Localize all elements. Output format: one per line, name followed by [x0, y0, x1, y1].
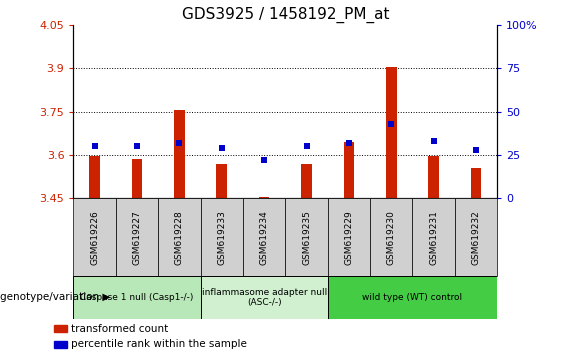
Text: Caspase 1 null (Casp1-/-): Caspase 1 null (Casp1-/-)	[80, 293, 194, 302]
Point	[175, 140, 184, 145]
Bar	[54, 341, 67, 348]
Bar	[73, 276, 201, 319]
Text: GSM619230: GSM619230	[387, 210, 396, 265]
Bar	[301, 164, 312, 198]
Point	[471, 147, 480, 153]
Title: GDS3925 / 1458192_PM_at: GDS3925 / 1458192_PM_at	[181, 7, 389, 23]
Bar	[174, 110, 185, 198]
Bar	[73, 198, 116, 276]
Text: GSM619226: GSM619226	[90, 210, 99, 264]
Bar	[201, 276, 328, 319]
Bar	[455, 198, 497, 276]
Text: GSM619229: GSM619229	[345, 210, 353, 264]
Bar	[216, 164, 227, 198]
Text: genotype/variation ▶: genotype/variation ▶	[0, 292, 110, 302]
Point	[344, 140, 354, 145]
Bar	[285, 198, 328, 276]
Point	[386, 121, 396, 126]
Point	[259, 157, 269, 163]
Bar	[201, 198, 243, 276]
Bar	[386, 67, 397, 198]
Bar	[328, 276, 497, 319]
Point	[132, 143, 141, 149]
Bar	[428, 156, 439, 198]
Bar	[344, 142, 354, 198]
Point	[90, 143, 99, 149]
Text: wild type (WT) control: wild type (WT) control	[362, 293, 463, 302]
Bar	[259, 197, 270, 198]
Bar	[412, 198, 455, 276]
Bar	[328, 198, 370, 276]
Bar	[158, 198, 201, 276]
Point	[217, 145, 226, 151]
Point	[429, 138, 438, 144]
Bar	[471, 168, 481, 198]
Bar	[132, 159, 142, 198]
Text: GSM619231: GSM619231	[429, 210, 438, 265]
Text: transformed count: transformed count	[71, 324, 169, 333]
Bar	[54, 325, 67, 332]
Text: GSM619232: GSM619232	[472, 210, 480, 264]
Text: GSM619228: GSM619228	[175, 210, 184, 264]
Bar	[370, 198, 412, 276]
Point	[302, 143, 311, 149]
Text: percentile rank within the sample: percentile rank within the sample	[71, 339, 247, 349]
Text: GSM619234: GSM619234	[260, 210, 268, 264]
Bar	[243, 198, 285, 276]
Text: GSM619227: GSM619227	[133, 210, 141, 264]
Bar	[116, 198, 158, 276]
Text: GSM619233: GSM619233	[218, 210, 226, 265]
Bar	[89, 156, 100, 198]
Text: GSM619235: GSM619235	[302, 210, 311, 265]
Text: inflammasome adapter null
(ASC-/-): inflammasome adapter null (ASC-/-)	[202, 288, 327, 307]
